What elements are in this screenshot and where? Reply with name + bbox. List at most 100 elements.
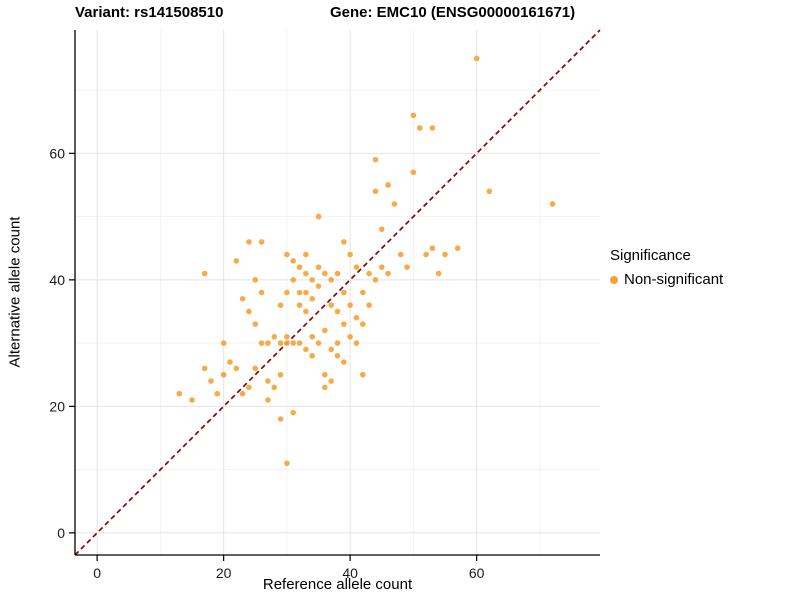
data-point [341, 239, 347, 245]
legend-title: Significance [610, 247, 691, 264]
data-point [284, 251, 290, 258]
data-point [410, 169, 417, 176]
data-point [410, 112, 417, 119]
y-tick-label: 20 [49, 398, 65, 414]
legend: Significance Non-significant [610, 247, 723, 288]
data-point [246, 308, 252, 315]
data-point [220, 340, 227, 346]
data-point [328, 302, 334, 308]
data-point [290, 409, 297, 416]
data-point [372, 277, 379, 283]
data-point [334, 352, 341, 359]
data-point [328, 277, 334, 283]
data-point [227, 359, 233, 365]
data-point [454, 245, 461, 252]
x-tick-label: 20 [216, 565, 232, 581]
data-point [258, 239, 265, 245]
data-point [353, 264, 360, 270]
data-point [360, 321, 366, 327]
data-point [328, 378, 334, 384]
gene-title: Gene: EMC10 (ENSG00000161671) [330, 4, 576, 21]
data-point [334, 308, 341, 315]
data-point [284, 333, 290, 340]
data-point [277, 416, 284, 422]
data-point [290, 340, 297, 346]
data-point [303, 270, 309, 277]
legend-item-label: Non-significant [624, 271, 724, 288]
data-point [442, 251, 448, 258]
data-point [296, 289, 303, 296]
data-point [378, 264, 385, 270]
data-point [341, 359, 347, 365]
data-point [208, 378, 214, 384]
data-point [265, 340, 271, 346]
y-tick-label: 40 [49, 272, 65, 288]
legend-item: Non-significant [610, 271, 723, 288]
variant-title: Variant: rs141508510 [75, 4, 224, 21]
data-point [397, 251, 404, 258]
data-point [372, 156, 379, 163]
data-point [220, 371, 227, 378]
data-point [385, 182, 391, 188]
data-point [315, 213, 322, 220]
data-point [322, 327, 328, 334]
legend-point-icon [610, 275, 618, 284]
data-point [435, 270, 442, 277]
y-tick-label: 60 [49, 145, 65, 161]
data-point [347, 251, 353, 258]
data-point [284, 289, 290, 296]
data-point [360, 371, 366, 378]
data-point [322, 384, 328, 391]
data-point [246, 384, 252, 391]
data-point [189, 397, 195, 403]
data-point [315, 340, 322, 346]
data-point [239, 296, 246, 302]
data-point [201, 270, 208, 277]
data-point [290, 277, 297, 283]
data-point [429, 125, 436, 131]
data-point [360, 289, 366, 296]
y-tick-label: 0 [57, 525, 65, 541]
data-point [265, 378, 271, 384]
data-point [473, 55, 480, 62]
data-point [429, 245, 436, 252]
data-point [277, 371, 284, 378]
data-point [334, 340, 341, 346]
data-point [239, 390, 246, 397]
x-tick-label: 60 [469, 565, 485, 581]
data-point [284, 460, 290, 467]
data-point [486, 188, 493, 195]
data-point [277, 340, 284, 346]
data-point [328, 346, 334, 353]
data-point [366, 270, 372, 277]
y-axis-title: Alternative allele count [6, 216, 24, 368]
data-point [258, 340, 265, 346]
data-point [423, 251, 429, 258]
data-point [372, 188, 379, 195]
data-point [341, 321, 347, 327]
data-point [347, 333, 353, 340]
data-point [284, 340, 290, 346]
data-point [378, 226, 385, 233]
x-tick-label: 40 [342, 565, 358, 581]
data-point [385, 270, 391, 277]
data-point [549, 201, 556, 207]
data-point [176, 390, 183, 397]
data-point [366, 302, 372, 308]
data-point [309, 277, 315, 283]
data-point [353, 315, 360, 321]
data-point [296, 264, 303, 270]
data-point [322, 270, 328, 277]
identity-line [74, 29, 601, 556]
data-point [246, 239, 252, 245]
data-point [233, 365, 240, 372]
data-point [341, 289, 347, 296]
data-point [315, 264, 322, 270]
data-point [309, 352, 315, 359]
data-point [309, 296, 315, 302]
data-point [322, 371, 328, 378]
data-point [201, 365, 208, 372]
data-point [303, 251, 309, 258]
